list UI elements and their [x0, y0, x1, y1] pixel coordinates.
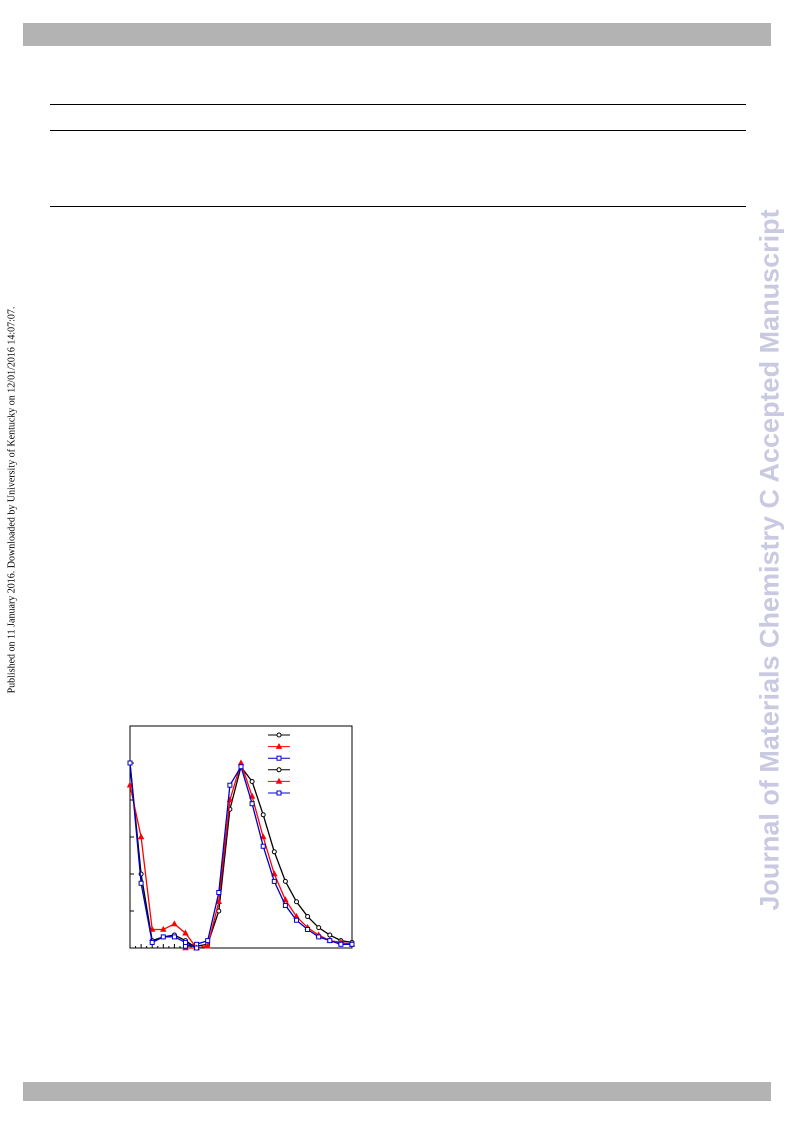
marker — [237, 759, 245, 766]
marker — [282, 902, 288, 908]
marker — [171, 920, 178, 927]
marker — [282, 878, 288, 884]
marker — [327, 932, 333, 938]
table-rule — [50, 206, 746, 207]
marker — [349, 941, 355, 947]
legend-marker — [275, 742, 283, 749]
marker — [260, 812, 266, 818]
marker — [160, 925, 167, 932]
series-line — [185, 765, 352, 947]
table-rule — [50, 104, 746, 105]
marker — [238, 764, 244, 770]
marker — [160, 934, 166, 940]
marker — [194, 945, 200, 951]
marker — [282, 896, 289, 903]
marker — [259, 833, 267, 840]
header-bar — [23, 23, 771, 46]
marker — [305, 914, 311, 920]
series-line — [185, 760, 353, 949]
marker — [227, 782, 233, 788]
marker — [271, 870, 278, 877]
legend-marker — [276, 767, 282, 773]
plot-frame — [129, 725, 353, 949]
marker — [294, 917, 299, 923]
marker — [248, 792, 256, 799]
marker — [149, 939, 155, 945]
marker — [215, 898, 223, 905]
marker — [204, 942, 211, 949]
series-line — [185, 765, 353, 947]
legend-marker — [276, 732, 282, 738]
marker — [183, 939, 188, 945]
marker — [182, 929, 189, 936]
marker — [271, 878, 277, 884]
marker — [126, 781, 134, 788]
marker — [294, 899, 299, 905]
legend-marker — [275, 777, 283, 784]
marker — [127, 760, 133, 766]
marker — [171, 934, 177, 940]
footer-bar — [23, 1082, 771, 1101]
marker — [271, 849, 277, 855]
marker — [148, 925, 156, 932]
marker — [338, 941, 344, 947]
marker — [137, 833, 145, 840]
series-line — [129, 762, 197, 949]
marker — [327, 938, 333, 944]
table-rule — [50, 130, 746, 131]
legend-marker — [276, 790, 282, 796]
marker — [249, 801, 255, 807]
marker — [205, 938, 211, 944]
marker — [260, 843, 266, 849]
marker — [138, 880, 144, 886]
marker — [316, 925, 322, 931]
marker — [305, 927, 311, 932]
series-line — [129, 762, 197, 949]
legend-marker — [276, 755, 282, 761]
marker — [216, 890, 222, 895]
marker — [249, 779, 255, 784]
marker — [316, 934, 322, 940]
